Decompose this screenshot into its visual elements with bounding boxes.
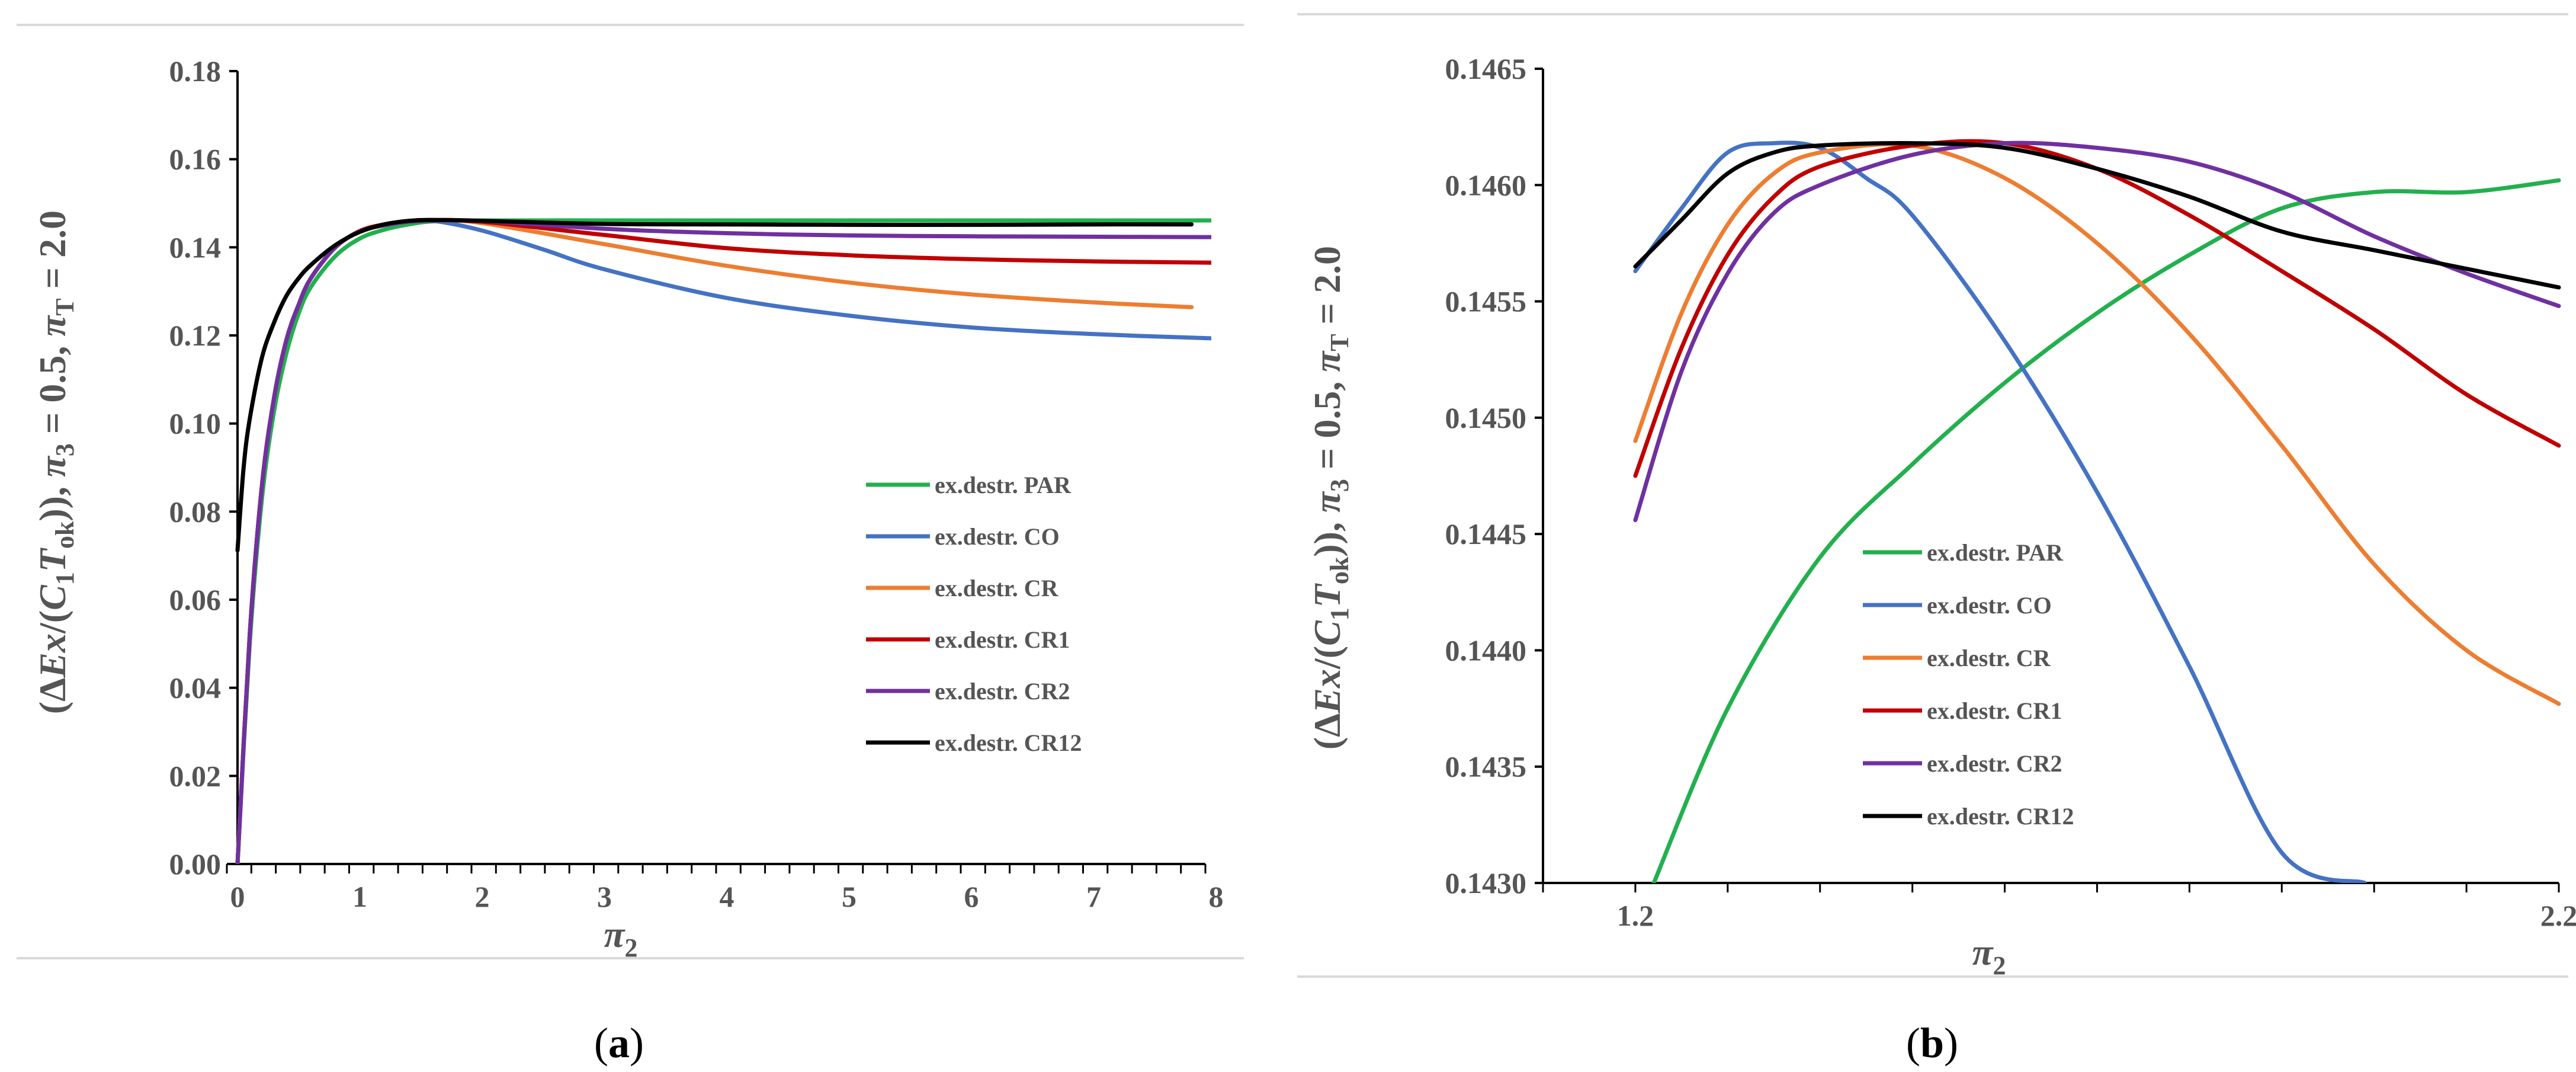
panel-a-y-tick-label: 0.08 bbox=[169, 495, 222, 528]
panel-a-legend-label-cr1: ex.destr. CR1 bbox=[935, 626, 1070, 653]
panel-a-x-tick-label: 0 bbox=[230, 880, 245, 913]
panel-a-x-tick-label: 1 bbox=[352, 880, 367, 913]
panel-b-x-tick-label: 2.2 bbox=[2540, 899, 2576, 932]
panel-b-y-tick-label: 0.1450 bbox=[1445, 401, 1527, 434]
panel-a-y-tick-label: 0.06 bbox=[169, 583, 222, 616]
panel-a-y-tick-label: 0.10 bbox=[169, 407, 222, 440]
panel-a-series-co bbox=[235, 218, 1211, 864]
panel-b-series-co bbox=[1633, 140, 2368, 883]
panel-a-caption: (a) bbox=[594, 1019, 644, 1067]
panel-a-series-cr12 bbox=[235, 217, 1194, 553]
panel-a-legend-label-par: ex.destr. PAR bbox=[935, 472, 1072, 498]
panel-a-series bbox=[235, 217, 1211, 864]
chart-panel-b: 0.1430 0.1435 0.1440 0.1445 0.1450 0.1455 0.14… bbox=[1306, 52, 2576, 1067]
panel-b-y-tick-label: 0.1430 bbox=[1445, 866, 1527, 900]
panel-a-x-axis-label: π2 bbox=[604, 913, 638, 962]
panel-a-x-tick-label: 2 bbox=[475, 880, 490, 913]
panel-a-axes: 0.00 0.02 0.04 0.06 0.08 0.10 0.12 0.14 0.16 0.18… bbox=[169, 55, 1224, 913]
panel-b-legend-label-cr1: ex.destr. CR1 bbox=[1927, 697, 2062, 724]
panel-b-legend-label-cr2: ex.destr. CR2 bbox=[1927, 750, 2062, 777]
panel-a-x-tick-label: 4 bbox=[720, 880, 734, 913]
panel-a-legend-label-cr2: ex.destr. CR2 bbox=[935, 678, 1070, 705]
panel-a-x-tick-label: 6 bbox=[964, 880, 979, 913]
chart-panel-a: 0.00 0.02 0.04 0.06 0.08 0.10 0.12 0.14 0.16 0.18… bbox=[31, 55, 1224, 1067]
panel-b-series-cr12 bbox=[1633, 140, 2561, 290]
panel-a-y-tick-label: 0.04 bbox=[169, 671, 222, 705]
panel-b-x-axis-label: π2 bbox=[1972, 931, 2006, 980]
panel-b-axes: 0.1430 0.1435 0.1440 0.1445 0.1450 0.1455 0.14… bbox=[1445, 52, 2576, 932]
panel-b-y-tick-label: 0.1445 bbox=[1445, 517, 1527, 551]
panel-b-y-axis-label: (ΔEx/(C1Tok)), π3 = 0.5, πT = 2.0 bbox=[1306, 246, 1354, 750]
panel-b-series-cr bbox=[1633, 142, 2561, 706]
panel-a-legend-label-co: ex.destr. CO bbox=[935, 523, 1060, 550]
panel-a-y-tick-label: 0.16 bbox=[169, 143, 222, 176]
panel-b-y-tick-label: 0.1460 bbox=[1445, 168, 1527, 201]
panel-a-x-tick-label: 3 bbox=[597, 880, 612, 913]
panel-a-x-tick-label: 8 bbox=[1209, 880, 1224, 913]
panel-b-x-tick-label: 1.2 bbox=[1617, 899, 1654, 932]
panel-a-x-tick-label: 7 bbox=[1086, 880, 1101, 913]
panel-a-series-cr1 bbox=[235, 217, 1211, 864]
panel-a-legend: ex.destr. PAR ex.destr. CO ex.destr. CR ex.… bbox=[866, 472, 1082, 756]
panel-b-legend-label-cr12: ex.destr. CR12 bbox=[1927, 803, 2074, 830]
panel-a-series-par bbox=[235, 218, 1211, 864]
panel-a-x-tick-label: 5 bbox=[842, 880, 856, 913]
panel-a-y-tick-label: 0.18 bbox=[169, 55, 222, 88]
panel-b-y-tick-label: 0.1435 bbox=[1445, 750, 1527, 783]
panel-b-series-cr2 bbox=[1633, 140, 2561, 523]
panel-a-y-axis-label: (ΔEx/(C1Tok)), π3 = 0.5, πT = 2.0 bbox=[31, 210, 79, 714]
panel-b-caption: (b) bbox=[1906, 1019, 1958, 1067]
panel-a-y-tick-label: 0.14 bbox=[169, 231, 222, 264]
panel-a-series-cr2 bbox=[235, 217, 1211, 864]
panel-a-y-tick-label: 0.00 bbox=[169, 847, 222, 881]
panel-b-series-par bbox=[1651, 178, 2561, 883]
panel-b-y-tick-label: 0.1465 bbox=[1445, 52, 1527, 85]
panel-a-legend-label-cr12: ex.destr. CR12 bbox=[935, 729, 1082, 756]
panel-b-legend-label-par: ex.destr. PAR bbox=[1927, 539, 2064, 566]
panel-a-legend-label-cr: ex.destr. CR bbox=[935, 575, 1059, 601]
panel-b-series bbox=[1633, 139, 2561, 883]
panel-b-legend: ex.destr. PAR ex.destr. CO ex.destr. CR ex.… bbox=[1863, 539, 2074, 830]
panel-b-y-tick-label: 0.1440 bbox=[1445, 633, 1527, 667]
panel-b-legend-label-cr: ex.destr. CR bbox=[1927, 645, 2051, 671]
panel-a-y-tick-label: 0.02 bbox=[169, 759, 222, 792]
panel-b-y-tick-label: 0.1455 bbox=[1445, 285, 1527, 318]
panel-a-y-tick-label: 0.12 bbox=[169, 319, 222, 352]
panel-b-legend-label-co: ex.destr. CO bbox=[1927, 592, 2052, 619]
